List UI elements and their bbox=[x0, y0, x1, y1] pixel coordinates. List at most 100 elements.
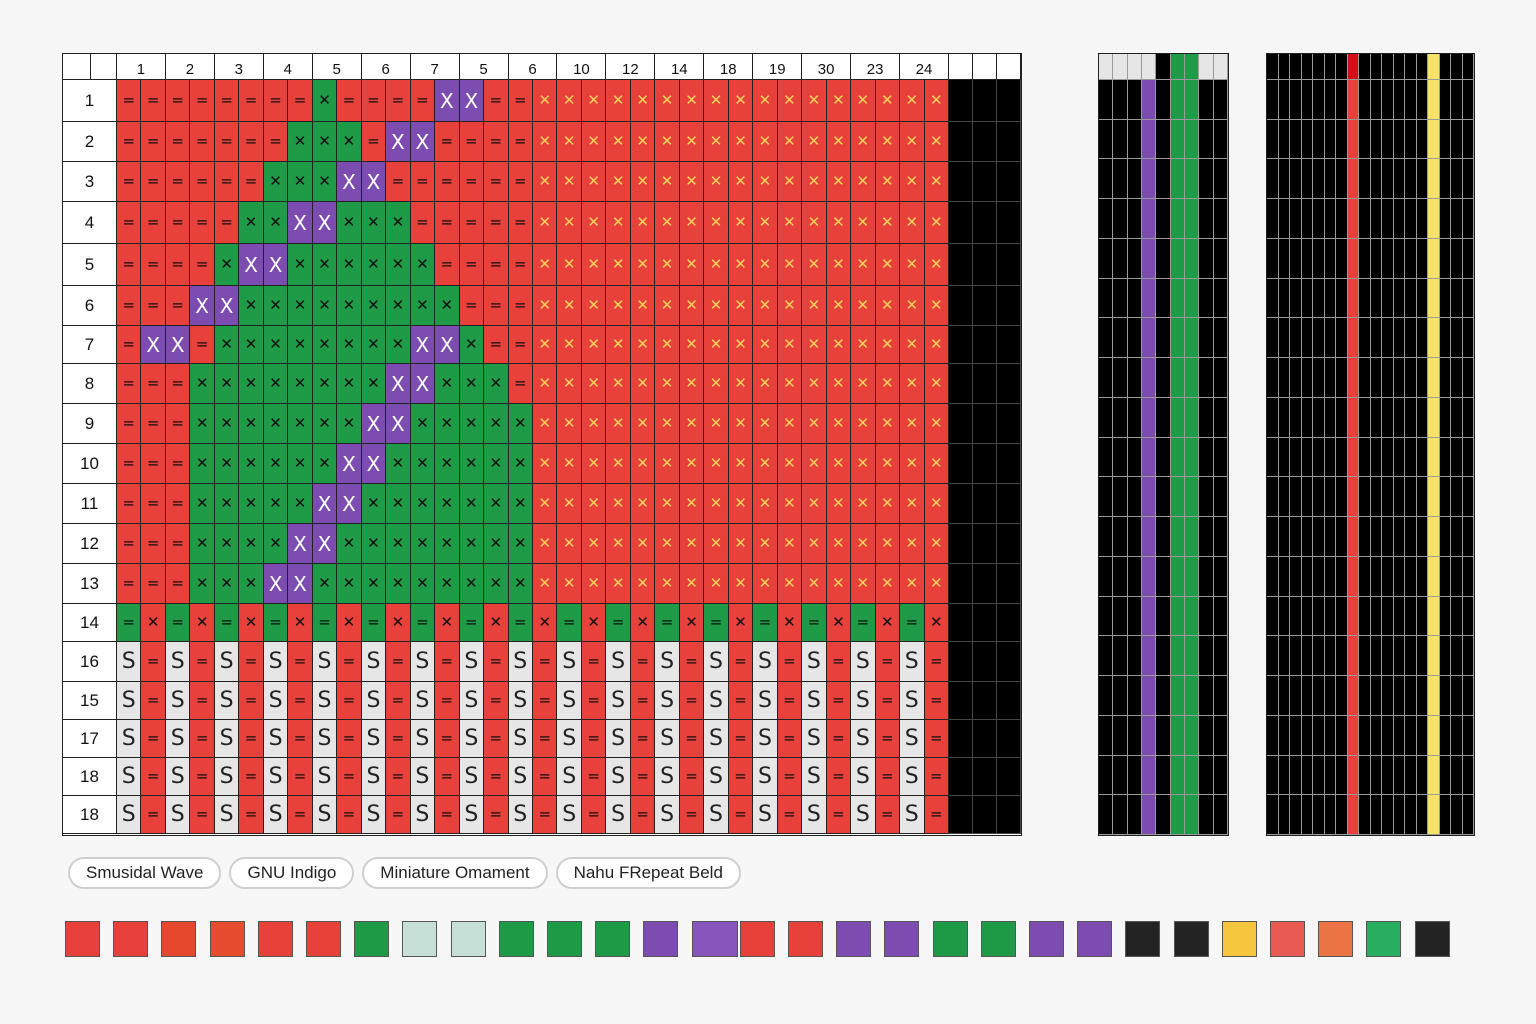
stitch-cell[interactable]: = bbox=[117, 484, 142, 524]
stitch-cell[interactable]: ✕ bbox=[581, 404, 607, 444]
strip-cell[interactable] bbox=[1099, 556, 1114, 597]
stitch-cell[interactable]: X bbox=[263, 564, 289, 604]
strip-cell[interactable] bbox=[1156, 636, 1171, 677]
stitch-cell[interactable]: ✕ bbox=[459, 484, 485, 524]
strip-cell[interactable] bbox=[1184, 437, 1200, 478]
strip-cell[interactable] bbox=[1156, 437, 1171, 478]
stitch-cell[interactable]: ✕ bbox=[435, 364, 460, 404]
stitch-cell[interactable]: ✕ bbox=[410, 564, 436, 604]
stitch-cell[interactable]: ✕ bbox=[581, 244, 607, 286]
stitch-cell[interactable]: S bbox=[263, 758, 289, 796]
stitch-cell[interactable]: S bbox=[214, 682, 240, 720]
stitch-cell[interactable]: ✕ bbox=[802, 122, 827, 162]
strip-cell[interactable] bbox=[1213, 358, 1228, 398]
stitch-cell[interactable]: = bbox=[337, 720, 362, 758]
stitch-cell[interactable]: ✕ bbox=[239, 444, 264, 484]
stitch-cell[interactable]: ✕ bbox=[581, 604, 607, 642]
stitch-cell[interactable]: ✕ bbox=[924, 122, 949, 162]
stitch-cell[interactable]: = bbox=[826, 682, 852, 720]
stitch-cell[interactable]: ✕ bbox=[851, 202, 876, 244]
stitch-cell[interactable]: ✕ bbox=[239, 524, 264, 564]
stitch-cell[interactable]: = bbox=[190, 202, 215, 244]
strip-cell[interactable] bbox=[1199, 795, 1214, 835]
stitch-cell[interactable]: = bbox=[410, 162, 436, 202]
strip-cell[interactable] bbox=[1370, 636, 1382, 677]
strip-cell[interactable] bbox=[1278, 318, 1290, 359]
stitch-cell[interactable]: S bbox=[557, 796, 582, 834]
stitch-cell[interactable]: S bbox=[557, 642, 582, 682]
stitch-cell[interactable]: = bbox=[165, 162, 191, 202]
stitch-cell[interactable]: ✕ bbox=[459, 444, 485, 484]
stitch-cell[interactable]: = bbox=[410, 604, 436, 642]
strip-cell[interactable] bbox=[1301, 517, 1313, 557]
strip-cell[interactable] bbox=[1324, 755, 1336, 796]
stitch-cell[interactable]: = bbox=[165, 286, 191, 326]
stitch-cell[interactable]: ✕ bbox=[435, 444, 460, 484]
stitch-cell[interactable]: ✕ bbox=[484, 524, 509, 564]
stitch-cell[interactable]: = bbox=[263, 122, 289, 162]
palette-swatch[interactable] bbox=[209, 921, 245, 957]
stitch-cell[interactable]: X bbox=[239, 244, 264, 286]
strip-cell[interactable] bbox=[1324, 715, 1336, 756]
stitch-cell[interactable]: ✕ bbox=[777, 162, 803, 202]
stitch-cell[interactable]: ✕ bbox=[606, 162, 631, 202]
stitch-cell[interactable]: = bbox=[777, 720, 803, 758]
strip-cell[interactable] bbox=[1462, 278, 1474, 319]
stitch-cell[interactable]: = bbox=[239, 682, 264, 720]
stitch-cell[interactable]: ✕ bbox=[875, 444, 901, 484]
stitch-cell[interactable]: ✕ bbox=[679, 604, 705, 642]
strip-cell[interactable] bbox=[1336, 159, 1348, 200]
stitch-cell[interactable]: ✕ bbox=[459, 564, 485, 604]
palette-swatch[interactable] bbox=[691, 921, 738, 957]
strip-cell[interactable] bbox=[1370, 517, 1382, 557]
stitch-cell[interactable]: ✕ bbox=[337, 202, 362, 244]
stitch-cell[interactable]: ✕ bbox=[826, 604, 852, 642]
stitch-cell[interactable]: X bbox=[288, 524, 313, 564]
strip-cell[interactable] bbox=[1347, 636, 1359, 677]
stitch-cell[interactable]: = bbox=[141, 122, 166, 162]
stitch-cell[interactable]: ✕ bbox=[704, 80, 729, 122]
stitch-cell[interactable]: ✕ bbox=[900, 364, 925, 404]
stitch-cell[interactable]: ✕ bbox=[312, 364, 338, 404]
stitch-cell[interactable]: S bbox=[851, 682, 876, 720]
strip-cell[interactable] bbox=[1141, 795, 1157, 835]
palette-swatch[interactable] bbox=[788, 921, 823, 957]
stitch-cell[interactable]: = bbox=[190, 162, 215, 202]
strip-cell[interactable] bbox=[1156, 358, 1171, 398]
strip-cell[interactable] bbox=[1213, 318, 1228, 359]
strip-cell[interactable] bbox=[1439, 80, 1451, 120]
stitch-cell[interactable]: = bbox=[165, 404, 191, 444]
palette-swatch[interactable] bbox=[1221, 921, 1257, 957]
stitch-cell[interactable]: = bbox=[777, 758, 803, 796]
strip-cell[interactable] bbox=[1141, 715, 1157, 756]
strip-cell[interactable] bbox=[1113, 437, 1128, 478]
stitch-cell[interactable]: ✕ bbox=[508, 564, 533, 604]
strip-cell[interactable] bbox=[1336, 676, 1348, 716]
stitch-cell[interactable]: ✕ bbox=[924, 326, 949, 364]
strip-cell[interactable] bbox=[1313, 477, 1325, 518]
strip-cell[interactable] bbox=[1313, 755, 1325, 796]
strip-cell[interactable] bbox=[1156, 795, 1171, 835]
stitch-cell[interactable]: ✕ bbox=[410, 484, 436, 524]
stitch-cell[interactable]: ✕ bbox=[753, 404, 778, 444]
stitch-cell[interactable]: ✕ bbox=[655, 286, 680, 326]
stitch-cell[interactable]: S bbox=[361, 642, 387, 682]
strip-cell[interactable] bbox=[1141, 80, 1157, 120]
stitch-cell[interactable]: ✕ bbox=[557, 564, 582, 604]
strip-cell[interactable] bbox=[1439, 517, 1451, 557]
strip-cell[interactable] bbox=[1393, 517, 1405, 557]
stitch-cell[interactable]: ✕ bbox=[900, 122, 925, 162]
strip-cell[interactable] bbox=[1313, 437, 1325, 478]
stitch-cell[interactable]: ✕ bbox=[900, 564, 925, 604]
color-strip-one[interactable] bbox=[1098, 53, 1229, 836]
strip-cell[interactable] bbox=[1113, 318, 1128, 359]
strip-cell[interactable] bbox=[1141, 755, 1157, 796]
strip-cell[interactable] bbox=[1127, 477, 1142, 518]
strip-cell[interactable] bbox=[1405, 358, 1417, 398]
stitch-cell[interactable]: = bbox=[386, 682, 411, 720]
stitch-cell[interactable]: = bbox=[508, 286, 533, 326]
stitch-cell[interactable]: ✕ bbox=[459, 524, 485, 564]
stitch-cell[interactable]: = bbox=[141, 682, 166, 720]
stitch-cell[interactable]: ✕ bbox=[630, 604, 656, 642]
stitch-cell[interactable]: ✕ bbox=[508, 484, 533, 524]
